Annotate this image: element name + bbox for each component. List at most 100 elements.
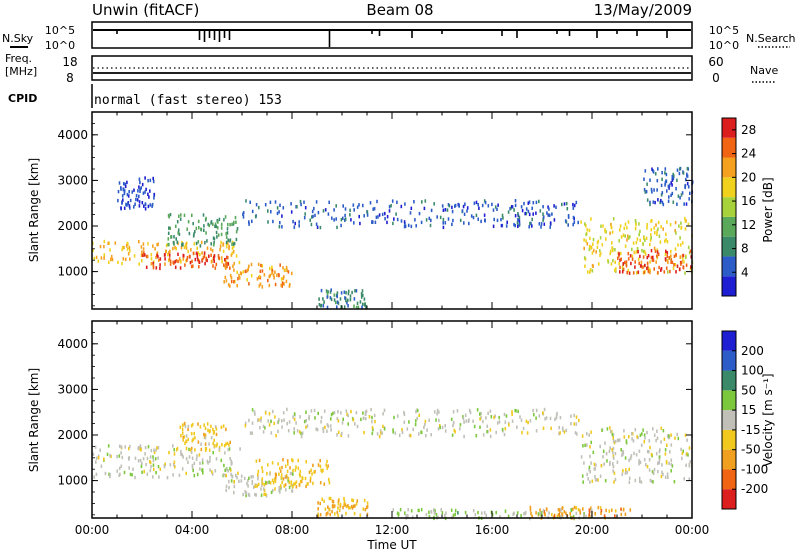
cpid-label: CPID xyxy=(8,92,37,105)
data-cell xyxy=(139,447,141,451)
data-cell xyxy=(175,259,178,263)
data-cell xyxy=(525,211,528,216)
data-cell xyxy=(403,225,406,229)
data-cell xyxy=(225,231,227,236)
data-cell xyxy=(640,443,643,447)
data-cell xyxy=(347,291,350,296)
data-cell xyxy=(629,254,632,258)
data-cell xyxy=(661,171,663,175)
data-cell xyxy=(397,513,400,517)
data-cell xyxy=(217,254,220,258)
data-cell xyxy=(140,245,143,249)
data-cell xyxy=(658,265,660,270)
data-cell xyxy=(553,514,556,519)
data-cell xyxy=(125,244,128,248)
date-label: 13/May/2009 xyxy=(594,1,692,19)
data-cell xyxy=(347,504,349,508)
data-cell xyxy=(611,230,614,234)
data-cell xyxy=(172,473,174,477)
data-cell xyxy=(315,222,318,226)
data-cell xyxy=(454,512,456,517)
data-cell xyxy=(622,452,624,456)
data-cell xyxy=(609,462,611,466)
data-cell xyxy=(538,222,541,226)
data-cell xyxy=(584,443,586,447)
nsky-label: N.Sky xyxy=(2,32,34,45)
data-cell xyxy=(599,474,602,478)
data-cell xyxy=(360,417,362,422)
data-cell xyxy=(167,252,169,257)
data-cell xyxy=(181,431,184,435)
data-cell xyxy=(226,441,229,446)
data-cell xyxy=(310,468,312,472)
data-cell xyxy=(463,212,466,216)
data-cell xyxy=(292,219,294,224)
data-cell xyxy=(629,235,631,239)
data-cell xyxy=(267,278,269,283)
data-cell xyxy=(227,238,229,242)
data-cell xyxy=(301,431,304,435)
data-cell xyxy=(328,496,331,501)
velocity-y-label: Slant Range [km] xyxy=(27,368,41,472)
data-cell xyxy=(109,472,111,477)
data-cell xyxy=(322,297,324,301)
data-cell xyxy=(202,471,204,475)
data-cell xyxy=(284,483,287,487)
data-cell xyxy=(360,295,363,299)
data-cell xyxy=(320,288,323,293)
data-cell xyxy=(210,253,212,257)
data-cell xyxy=(141,250,143,254)
data-cell xyxy=(149,468,152,473)
data-cell xyxy=(398,433,401,438)
data-cell xyxy=(329,296,332,300)
data-cell xyxy=(597,239,600,244)
data-cell xyxy=(472,419,474,423)
data-cell xyxy=(539,209,542,213)
data-cell xyxy=(276,273,278,277)
data-cell xyxy=(355,289,358,293)
data-cell xyxy=(268,423,271,427)
data-cell xyxy=(176,220,179,224)
colorbar-swatch xyxy=(722,489,736,509)
data-cell xyxy=(206,422,209,426)
data-cell xyxy=(463,420,465,424)
data-cell xyxy=(384,211,386,216)
data-cell xyxy=(321,497,323,501)
data-cell xyxy=(327,212,330,216)
data-cell xyxy=(227,469,230,473)
data-cell xyxy=(606,427,609,431)
data-cell xyxy=(665,238,667,242)
data-cell xyxy=(103,239,106,244)
data-cell xyxy=(627,234,629,238)
data-cell xyxy=(654,172,657,176)
data-cell xyxy=(279,263,281,267)
data-cell xyxy=(317,210,320,215)
data-cell xyxy=(614,439,617,444)
data-cell xyxy=(320,303,322,308)
data-cell xyxy=(575,506,578,510)
data-cell xyxy=(194,448,196,452)
data-cell xyxy=(259,282,262,286)
data-cell xyxy=(262,487,265,491)
data-cell xyxy=(264,203,267,207)
colorbar-tick-label: 100 xyxy=(741,364,764,378)
data-cell xyxy=(662,202,665,207)
data-cell xyxy=(292,472,294,476)
data-cell xyxy=(272,219,274,224)
data-cell xyxy=(543,509,546,514)
data-cell xyxy=(627,236,630,240)
data-cell xyxy=(623,226,626,230)
data-cell xyxy=(106,452,109,456)
data-cell xyxy=(213,444,216,448)
data-cell xyxy=(109,453,111,458)
data-cell xyxy=(180,449,182,454)
data-cell xyxy=(653,246,656,250)
data-cell xyxy=(280,277,283,281)
data-cell xyxy=(535,408,538,413)
data-cell xyxy=(632,271,635,275)
data-cell xyxy=(594,474,596,479)
data-cell xyxy=(685,463,687,467)
data-cell xyxy=(217,220,219,224)
data-cell xyxy=(589,268,592,272)
data-cell xyxy=(379,429,382,433)
